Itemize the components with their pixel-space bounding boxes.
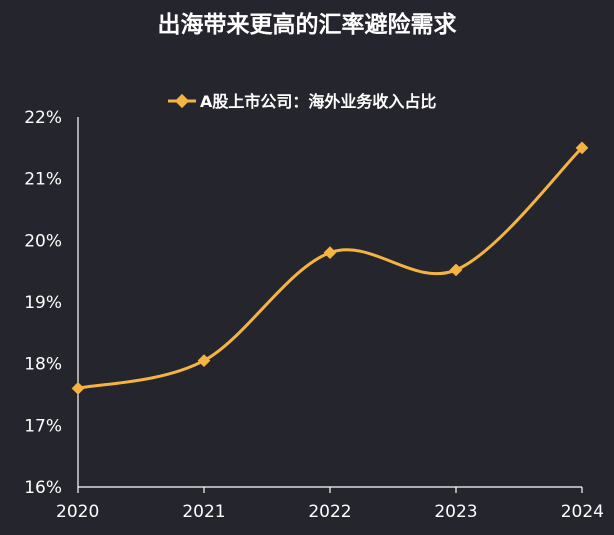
- data-point: [71, 381, 85, 395]
- y-tick-label: 20%: [24, 231, 62, 251]
- legend: A股上市公司：海外业务收入占比: [168, 92, 436, 111]
- data-point: [449, 263, 463, 277]
- y-tick-label: 19%: [24, 293, 62, 313]
- data-point: [197, 354, 211, 367]
- chart-title: 出海带来更高的汇率避险需求: [158, 11, 457, 38]
- y-tick-label: 21%: [24, 170, 62, 190]
- x-tick-label: 2022: [308, 502, 351, 522]
- y-tick-label: 17%: [24, 416, 62, 436]
- data-markers: [71, 141, 589, 395]
- y-tick-label: 16%: [24, 478, 62, 498]
- x-tick-label: 2023: [434, 502, 477, 522]
- series-line: [77, 146, 584, 390]
- y-tick-label: 18%: [24, 355, 62, 375]
- x-tick-label: 2021: [182, 502, 225, 522]
- y-axis-ticks: 16% 17% 18% 19% 20% 21% 22%: [24, 108, 62, 498]
- x-axis-ticks: 2020 2021 2022 2023 2024: [56, 487, 604, 522]
- legend-marker: [174, 93, 190, 109]
- x-tick-label: 2020: [56, 502, 99, 522]
- y-tick-label: 22%: [24, 108, 62, 128]
- data-point: [323, 246, 337, 260]
- x-tick-label: 2024: [561, 502, 604, 522]
- legend-label: A股上市公司：海外业务收入占比: [200, 92, 436, 111]
